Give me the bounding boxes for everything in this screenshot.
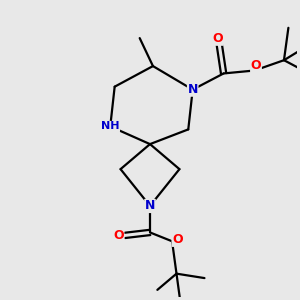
Text: NH: NH <box>101 122 119 131</box>
Text: O: O <box>212 32 223 45</box>
Text: O: O <box>113 229 124 242</box>
Text: N: N <box>145 200 155 212</box>
Text: O: O <box>251 59 261 72</box>
Text: O: O <box>172 233 183 246</box>
Text: N: N <box>188 83 198 96</box>
